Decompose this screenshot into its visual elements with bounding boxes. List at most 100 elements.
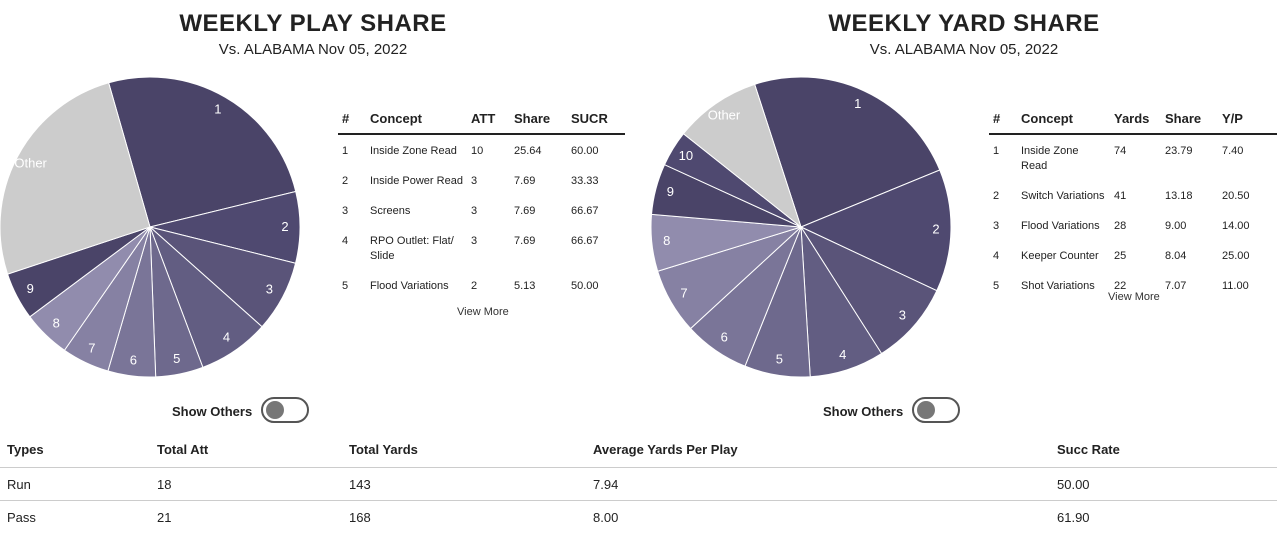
cell-share: 9.00 — [1165, 220, 1187, 232]
column-header-average-yards-per-play: Average Yards Per Play — [586, 432, 1050, 468]
yard-share-slice-2[interactable] — [799, 169, 952, 292]
cell-concept: Screens — [370, 205, 411, 217]
cell-rank: 3 — [342, 205, 349, 217]
play-share-view-more-link[interactable]: View More — [457, 306, 509, 318]
play-share-slice-1[interactable] — [108, 76, 297, 228]
cell-succ-rate: 61.90 — [1057, 509, 1090, 525]
play-share-subtitle: Vs. ALABAMA Nov 05, 2022 — [218, 41, 408, 58]
cell-concept: Inside Zone Read — [1021, 145, 1079, 172]
table-row: Run 18 143 7.94 50.00 — [0, 467, 1277, 501]
play-share-slice-other[interactable] — [0, 82, 151, 275]
cell-yards: 41 — [1114, 190, 1127, 202]
yard-share-pie-chart: 1 2 3 4 5 6 7 8 9 10 Other — [650, 76, 952, 378]
cell-total-yards: 143 — [342, 467, 586, 501]
cell-concept: RPO Outlet: Flat/ Slide — [370, 235, 454, 262]
cell-yards-per-play: 11.00 — [1222, 280, 1249, 292]
cell-share: 13.18 — [1165, 190, 1193, 202]
play-share-show-others-label: Show Others — [172, 404, 253, 419]
cell-succ-rate: 50.00 — [1050, 467, 1277, 501]
column-header-total-yards: Total Yards — [342, 432, 586, 468]
column-header-share: Share — [1161, 104, 1218, 135]
cell-concept: Switch Variations — [1021, 190, 1105, 202]
yard-share-slice-label-other: Other — [708, 108, 741, 123]
cell-sucr: 50.00 — [571, 280, 599, 292]
table-row: 4 Keeper Counter 25 8.04 25.00 — [989, 240, 1277, 270]
play-share-slice-label-1: 1 — [214, 102, 221, 117]
column-header-share: Share — [510, 104, 567, 135]
cell-total-yards: 168 — [349, 509, 371, 525]
cell-rank: 4 — [342, 235, 349, 247]
yard-share-slice-other[interactable] — [682, 83, 802, 229]
cell-att: 3 — [471, 205, 478, 217]
cell-share: 7.69 — [514, 175, 536, 187]
yard-share-slice-label-6: 6 — [721, 329, 728, 344]
cell-sucr: 33.33 — [571, 175, 599, 187]
cell-concept: Flood Variations — [370, 280, 449, 292]
yard-share-subtitle: Vs. ALABAMA Nov 05, 2022 — [869, 41, 1059, 58]
cell-average-yards-per-play: 7.94 — [586, 467, 1050, 501]
table-header-row: # Concept ATT Share SUCR — [338, 104, 625, 135]
play-share-pie-chart: 1 2 3 4 5 6 7 8 9 Other — [0, 76, 301, 378]
play-share-slice-label-5: 5 — [173, 351, 180, 366]
cell-concept: Keeper Counter — [1021, 250, 1099, 262]
yard-share-slice-label-5: 5 — [776, 352, 783, 367]
cell-yards-per-play: 25.00 — [1222, 250, 1250, 262]
cell-share: 7.07 — [1165, 280, 1187, 292]
play-share-show-others-toggle[interactable] — [261, 397, 309, 423]
column-header-concept: Concept — [1017, 104, 1110, 135]
cell-yards: 25 — [1114, 250, 1127, 262]
cell-share: 23.79 — [1165, 145, 1193, 157]
yard-share-slice-label-10: 10 — [679, 148, 693, 163]
column-header-yards-per-play: Y/P — [1218, 104, 1277, 135]
cell-yards: 74 — [1114, 145, 1127, 157]
cell-concept: Flood Variations — [1021, 220, 1100, 232]
cell-sucr: 66.67 — [571, 205, 599, 217]
cell-rank: 1 — [342, 145, 349, 157]
cell-concept: Inside Power Read — [370, 175, 463, 187]
cell-yards-per-play: 7.40 — [1222, 145, 1244, 157]
yard-share-slice-label-1: 1 — [854, 96, 861, 111]
column-header-rank: # — [338, 104, 366, 135]
cell-share: 25.64 — [514, 145, 542, 157]
cell-type: Pass — [7, 509, 36, 525]
cell-rank: 1 — [993, 145, 1000, 157]
cell-rank: 2 — [993, 190, 1000, 202]
cell-rank: 5 — [993, 280, 1000, 292]
column-header-att: ATT — [467, 104, 510, 135]
toggle-knob — [917, 401, 935, 419]
toggle-knob — [266, 401, 284, 419]
column-header-succ-rate: Succ Rate — [1050, 432, 1277, 468]
yard-share-slice-3[interactable] — [799, 225, 938, 355]
play-share-slice-label-6: 6 — [130, 352, 137, 367]
table-row: 2 Inside Power Read 3 7.69 33.33 — [338, 165, 625, 195]
table-row: 5 Shot Variations 22 7.07 11.00 — [989, 270, 1277, 300]
column-header-yards: Yards — [1110, 104, 1161, 135]
yard-share-slice-label-9: 9 — [667, 184, 674, 199]
cell-att: 3 — [471, 175, 478, 187]
yard-share-slice-label-8: 8 — [663, 233, 670, 248]
cell-share: 7.69 — [514, 205, 536, 217]
table-header-row: # Concept Yards Share Y/P — [989, 104, 1277, 135]
table-row: 1 Inside Zone Read 74 23.79 7.40 — [989, 134, 1277, 180]
yard-share-show-others-toggle[interactable] — [912, 397, 960, 423]
yard-share-slice-label-2: 2 — [932, 222, 939, 237]
table-row: 1 Inside Zone Read 10 25.64 60.00 — [338, 134, 625, 165]
table-row: Pass 21 168 8.00 61.90 — [0, 501, 1277, 534]
yard-share-slice-label-3: 3 — [899, 308, 906, 323]
cell-sucr: 66.67 — [571, 235, 599, 247]
cell-share: 7.69 — [514, 235, 536, 247]
yard-share-view-more-link[interactable]: View More — [1108, 291, 1160, 303]
play-share-slice-label-9: 9 — [27, 281, 34, 296]
cell-yards-per-play: 14.00 — [1222, 220, 1250, 232]
cell-type: Run — [0, 467, 150, 501]
cell-share: 5.13 — [514, 280, 536, 292]
cell-att: 2 — [471, 280, 478, 292]
column-header-types: Types — [0, 432, 150, 468]
column-header-rank: # — [989, 104, 1017, 135]
cell-yards: 22 — [1114, 280, 1127, 292]
play-share-slice-label-3: 3 — [266, 281, 273, 296]
cell-total-att: 21 — [157, 509, 172, 525]
column-header-sucr: SUCR — [567, 104, 625, 135]
cell-total-att: 18 — [150, 467, 342, 501]
yard-share-slice-1[interactable] — [754, 76, 941, 228]
